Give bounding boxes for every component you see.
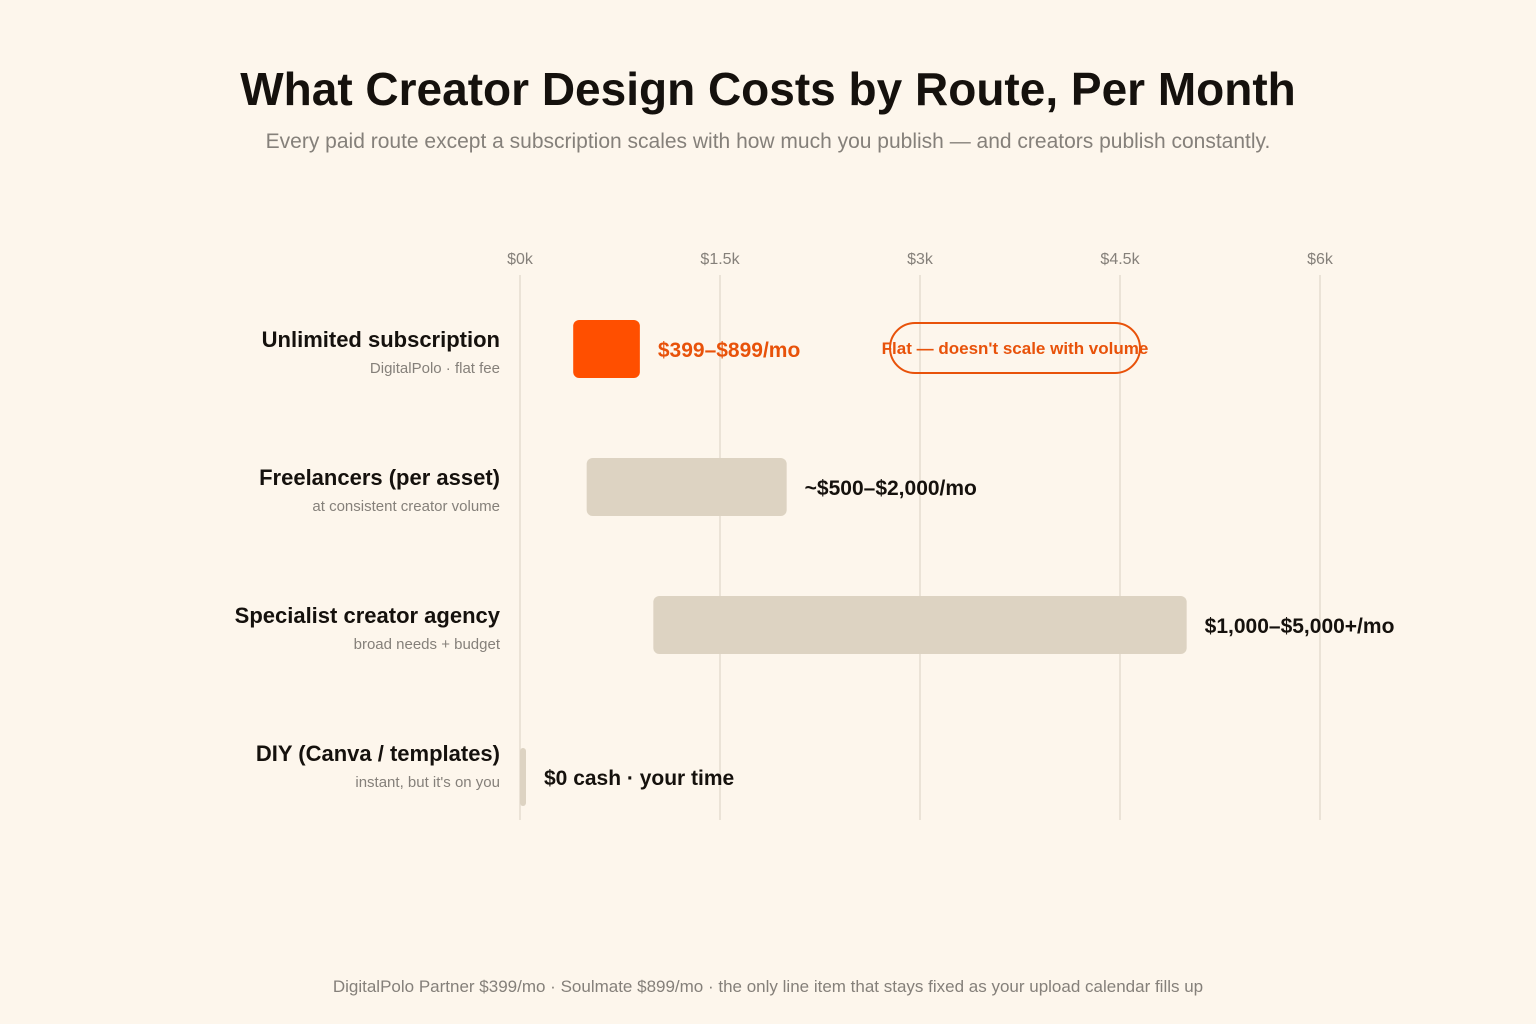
annotation-pill xyxy=(889,322,1141,374)
x-axis-ticks: $0k $1.5k $3k $4.5k $6k xyxy=(507,251,1334,268)
bars-layer: Unlimited subscription DigitalPolo · flat… xyxy=(235,320,1395,806)
range-bar xyxy=(586,458,787,516)
x-tick-label: $1.5k xyxy=(700,251,740,268)
category-sublabel: DigitalPolo · flat fee xyxy=(370,360,500,377)
value-label: $399–$899/mo xyxy=(658,339,800,362)
category-sublabel: broad needs + budget xyxy=(354,636,501,653)
footnote: DigitalPolo Partner $399/mo · Soulmate $… xyxy=(332,977,1204,996)
annotation-label: Flat — doesn't scale with volume xyxy=(882,339,1149,358)
category-sublabel: at consistent creator volume xyxy=(312,498,500,515)
range-bar xyxy=(573,320,640,378)
grid-layer xyxy=(519,275,1321,820)
chart-title: What Creator Design Costs by Route, Per … xyxy=(240,63,1296,115)
category-label: Unlimited subscription xyxy=(262,327,500,352)
chart-subtitle: Every paid route except a subscription s… xyxy=(265,130,1271,153)
value-label: ~$500–$2,000/mo xyxy=(805,477,977,500)
x-tick-label: $0k xyxy=(507,251,534,268)
range-bar xyxy=(520,748,526,806)
range-bar xyxy=(653,596,1187,654)
category-label: Freelancers (per asset) xyxy=(259,465,500,490)
value-label: $1,000–$5,000+/mo xyxy=(1205,615,1395,638)
x-tick-label: $4.5k xyxy=(1100,251,1140,268)
category-sublabel: instant, but it's on you xyxy=(355,774,500,791)
x-tick-label: $6k xyxy=(1307,251,1334,268)
category-label: Specialist creator agency xyxy=(235,603,501,628)
value-label: $0 cash · your time xyxy=(544,767,734,790)
x-tick-label: $3k xyxy=(907,251,934,268)
category-label: DIY (Canva / templates) xyxy=(256,741,500,766)
